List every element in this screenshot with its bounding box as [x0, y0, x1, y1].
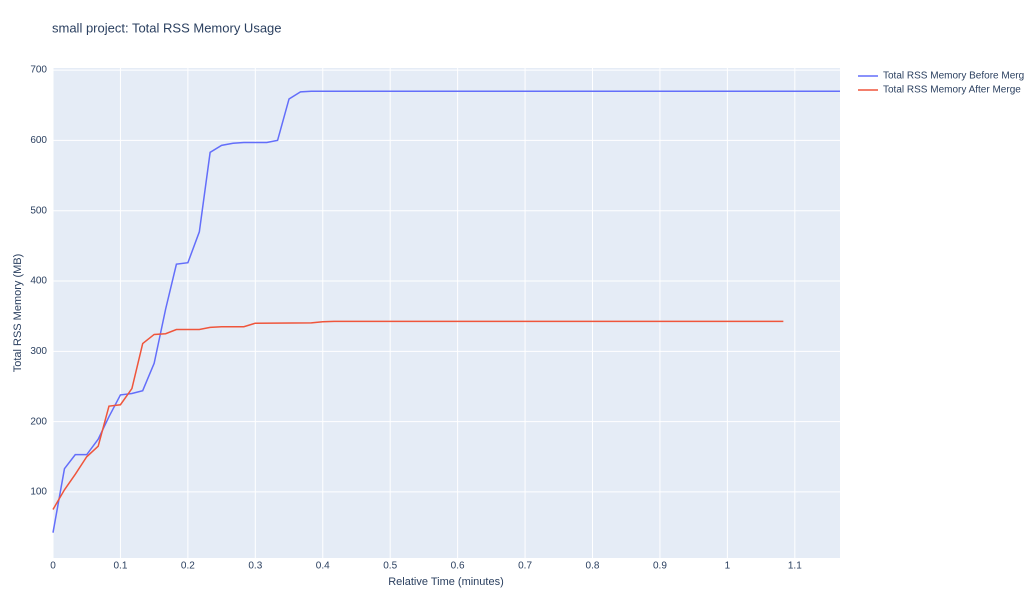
y-tick-label: 400: [30, 276, 47, 287]
x-tick-label: 0.5: [383, 561, 397, 572]
legend-label: Total RSS Memory Before Merge: [883, 71, 1024, 82]
x-tick-label: 0.6: [451, 561, 465, 572]
x-tick-label: 0.4: [316, 561, 330, 572]
y-tick-label: 300: [30, 346, 47, 357]
x-tick-label: 1.1: [788, 561, 802, 572]
y-tick-label: 600: [30, 135, 47, 146]
y-tick-label: 700: [30, 65, 47, 76]
x-tick-label: 0.2: [181, 561, 195, 572]
x-axis-title: Relative Time (minutes): [388, 576, 504, 588]
x-tick-label: 0.9: [653, 561, 667, 572]
y-axis-title: Total RSS Memory (MB): [12, 254, 24, 373]
data-line: [52, 90, 840, 533]
x-tick-label: 1: [725, 561, 731, 572]
x-tick-label: 0: [50, 561, 56, 572]
plot-area: [53, 68, 840, 558]
x-tick-label: 0.7: [518, 561, 532, 572]
x-tick-label: 0.8: [586, 561, 600, 572]
x-tick-label: 0.1: [113, 561, 127, 572]
data-line: [52, 320, 784, 510]
legend-label: Total RSS Memory After Merge: [883, 85, 1021, 96]
y-tick-label: 500: [30, 205, 47, 216]
x-tick-label: 0.3: [248, 561, 262, 572]
y-tick-label: 100: [30, 487, 47, 498]
y-tick-label: 200: [30, 416, 47, 427]
chart-title: small project: Total RSS Memory Usage: [52, 20, 282, 35]
